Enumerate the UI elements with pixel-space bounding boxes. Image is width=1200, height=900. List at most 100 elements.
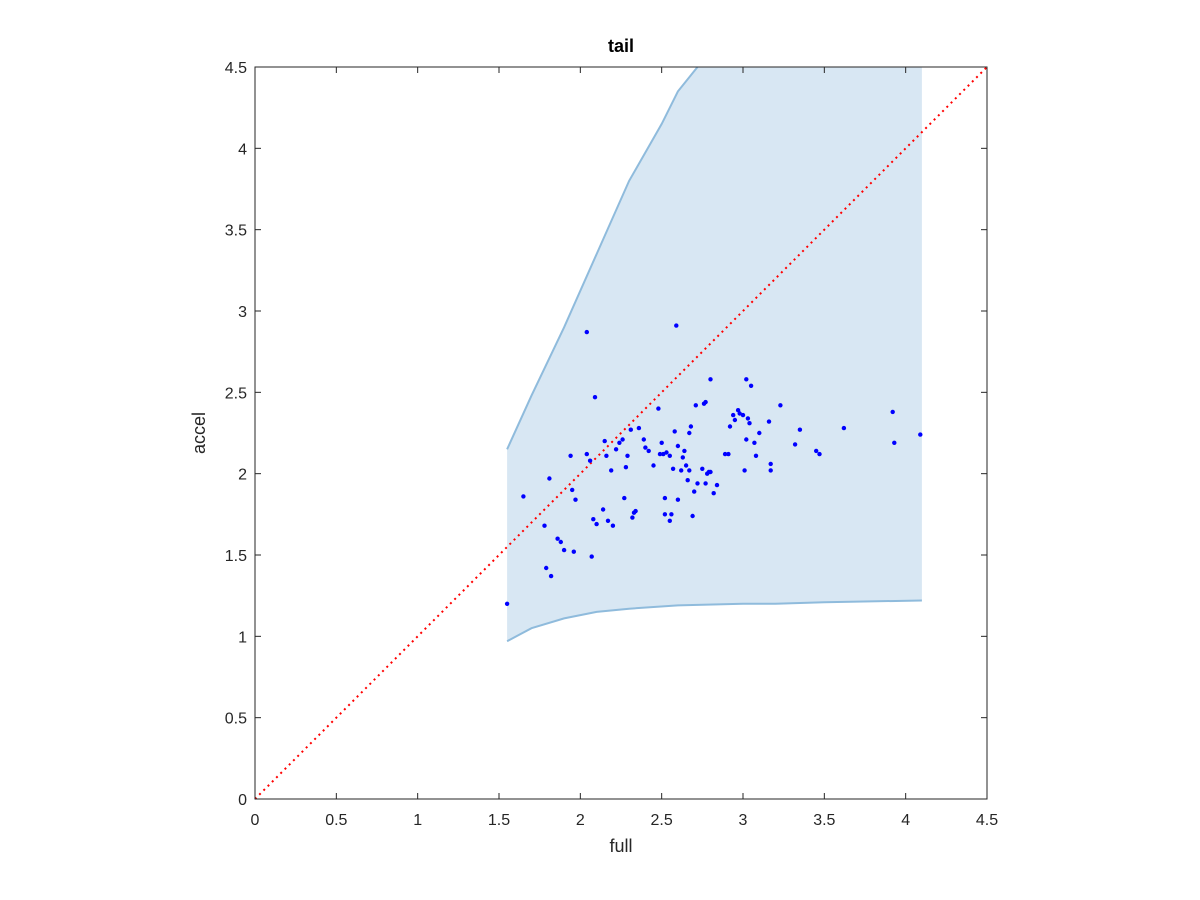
x-tick-label: 3.5: [813, 812, 835, 829]
x-tick-label: 4.5: [976, 812, 998, 829]
data-point: [628, 427, 633, 432]
y-tick-label: 4.5: [225, 60, 247, 77]
data-point: [841, 425, 847, 431]
data-point: [592, 395, 598, 400]
x-tick-label: 0: [251, 812, 260, 829]
data-point: [568, 453, 573, 458]
x-tick-label: 1: [413, 812, 422, 829]
data-point: [630, 515, 635, 520]
data-point: [605, 518, 611, 523]
data-point: [688, 424, 694, 429]
data-point: [587, 458, 593, 463]
data-point: [604, 453, 609, 458]
x-tick-label: 3: [739, 812, 748, 829]
y-tick-label: 3: [238, 304, 247, 321]
y-axis: 0 0.5 1 1.5 2 2.5 3 3.5 4 4.5: [225, 60, 987, 809]
data-point: [890, 409, 895, 415]
data-point: [544, 565, 549, 571]
data-point: [667, 453, 672, 458]
data-point: [695, 481, 700, 486]
data-point: [594, 521, 599, 527]
data-point: [817, 451, 822, 457]
confidence-band: [506, 66, 922, 643]
data-point: [625, 453, 630, 458]
data-point: [555, 536, 560, 541]
data-point: [797, 427, 803, 432]
data-point: [752, 440, 757, 445]
data-point: [708, 469, 713, 475]
band-fill: [507, 67, 922, 642]
data-point: [675, 497, 681, 502]
data-point: [703, 481, 708, 486]
x-tick-label: 4: [901, 812, 910, 829]
y-tick-label: 1.5: [225, 548, 247, 565]
data-point: [693, 403, 698, 408]
data-point: [610, 523, 616, 528]
data-point: [768, 468, 773, 473]
x-tick-label: 1.5: [488, 812, 510, 829]
x-tick-label: 2.5: [651, 812, 673, 829]
data-point: [685, 478, 690, 483]
data-point: [542, 523, 547, 528]
data-point: [613, 447, 619, 452]
data-point: [667, 518, 672, 523]
data-point: [636, 425, 642, 431]
data-point: [657, 451, 663, 457]
data-point: [548, 573, 554, 579]
y-tick-label: 0: [238, 792, 247, 809]
data-point: [731, 412, 736, 418]
data-point: [692, 489, 697, 494]
data-point: [679, 468, 684, 473]
data-point: [561, 547, 567, 553]
data-point: [714, 482, 720, 488]
data-point: [584, 329, 589, 335]
data-point: [620, 437, 625, 442]
data-point: [753, 453, 759, 458]
data-point: [674, 323, 679, 328]
data-point: [646, 448, 651, 454]
y-tick-label: 0.5: [225, 711, 247, 728]
band-upper-edge: [506, 66, 699, 450]
data-point: [687, 430, 692, 436]
data-point: [643, 445, 648, 450]
chart-title: tail: [608, 36, 634, 56]
data-point: [558, 539, 563, 545]
data-point: [589, 554, 594, 559]
data-point: [690, 513, 695, 519]
data-point: [892, 440, 897, 445]
data-point: [521, 494, 526, 499]
data-point: [670, 466, 676, 471]
data-point: [662, 495, 668, 501]
data-point: [742, 468, 747, 473]
x-axis: 0 0.5 1 1.5 2 2.5 3 3.5 4 4.5: [251, 67, 998, 829]
data-point: [672, 429, 677, 434]
band-lower-edge: [506, 599, 922, 643]
data-point: [669, 512, 674, 517]
data-point: [735, 408, 741, 413]
data-point: [623, 465, 629, 470]
reference-line-layer: [254, 66, 988, 800]
data-point: [700, 466, 705, 471]
data-point: [748, 383, 754, 388]
y-tick-label: 1: [238, 629, 247, 646]
data-point: [680, 455, 685, 460]
data-point: [641, 437, 646, 442]
data-point: [792, 442, 798, 447]
data-point: [600, 507, 606, 512]
data-point: [651, 463, 656, 468]
data-point: [662, 512, 668, 517]
data-point: [757, 430, 762, 436]
data-point: [768, 461, 773, 467]
data-point: [622, 495, 627, 501]
data-point: [659, 440, 664, 445]
x-tick-label: 2: [576, 812, 585, 829]
data-point: [918, 432, 923, 437]
data-point: [732, 417, 738, 423]
data-point: [504, 601, 510, 606]
data-point: [766, 419, 772, 424]
y-tick-label: 3.5: [225, 223, 247, 240]
data-point: [737, 411, 742, 416]
data-point: [703, 399, 708, 405]
y-tick-label: 4: [238, 141, 247, 158]
